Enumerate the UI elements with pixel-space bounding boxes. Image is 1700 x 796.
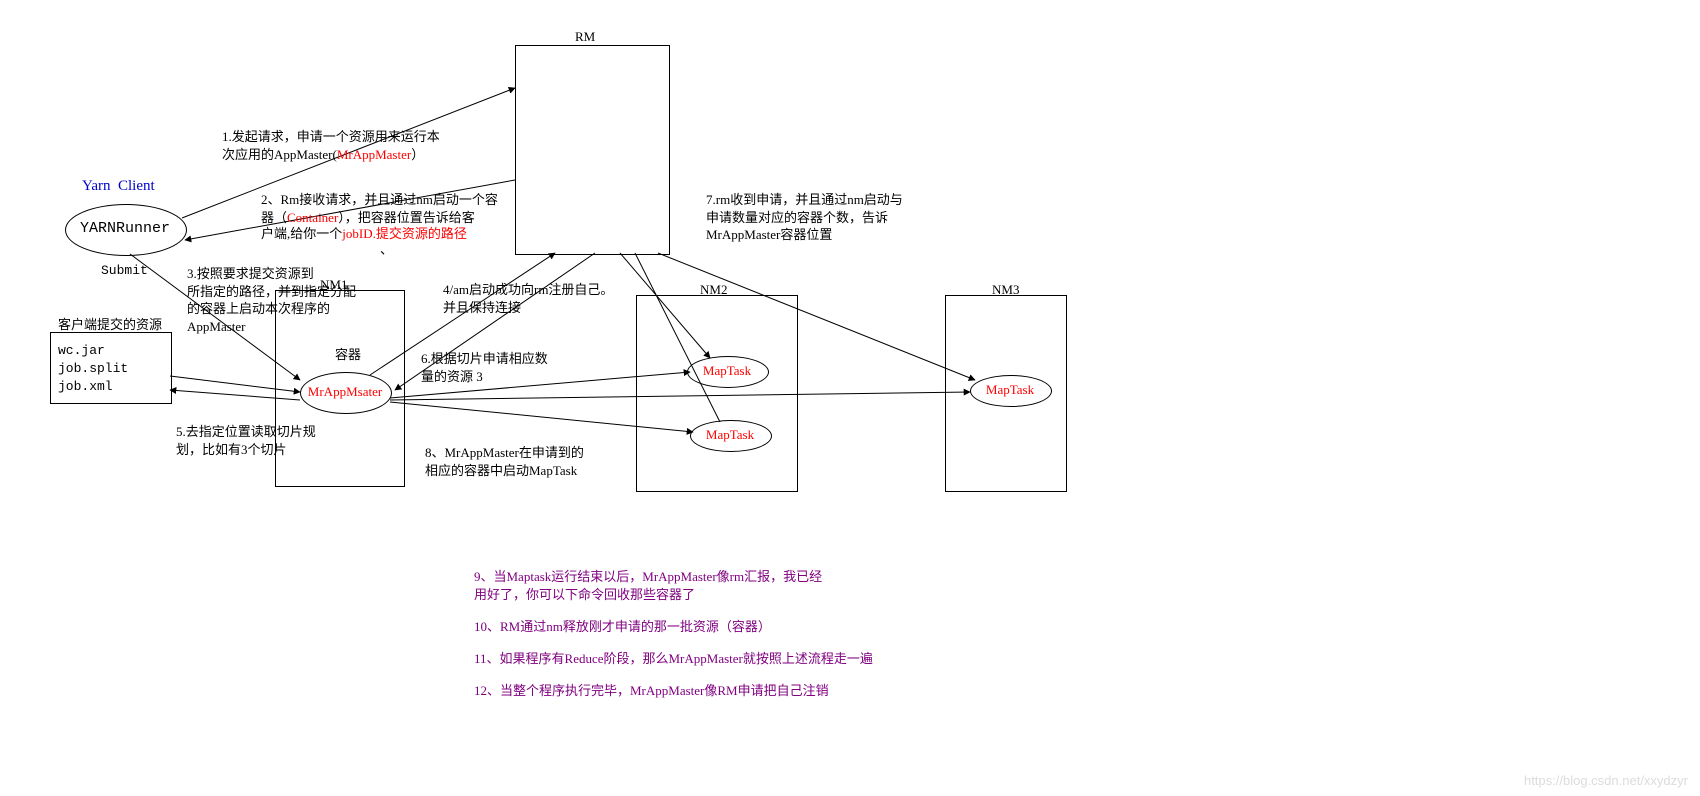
res-line3: job.xml xyxy=(58,378,113,396)
step4: 4/am启动成功向rm注册自己。 并且保持连接 xyxy=(443,281,613,316)
step1-line2: 次应用的AppMaster(MrAppMaster） xyxy=(222,144,424,163)
step11: 11、如果程序有Reduce阶段，那么MrAppMaster就按照上述流程走一遍 xyxy=(474,650,873,668)
rm-label: RM xyxy=(575,28,595,46)
res-line1: wc.jar xyxy=(58,342,105,360)
step7: 7.rm收到申请，并且通过nm启动与 申请数量对应的容器个数，告诉 MrAppM… xyxy=(706,191,903,244)
maptask1-text: MapTask xyxy=(687,363,767,379)
step1-line1: 1.发起请求，申请一个资源用来运行本 xyxy=(222,128,440,146)
yarn-client-label: Yarn Client xyxy=(82,176,155,196)
step9: 9、当Maptask运行结束以后，MrAppMaster像rm汇报，我已经 用好… xyxy=(474,568,822,603)
submit-label: Submit xyxy=(101,262,148,280)
step2-line4: 、 xyxy=(380,239,393,258)
step1-d: ） xyxy=(411,147,424,162)
mrappmaster-text: MrAppMsater xyxy=(300,384,390,400)
step2-e: 户端,给你一个 xyxy=(261,226,342,241)
nm2-box xyxy=(636,295,798,492)
res-line2: job.split xyxy=(58,360,128,378)
step2-f: jobID.提交资源的路径 xyxy=(342,226,467,241)
client-res-title: 客户端提交的资源 xyxy=(58,316,162,334)
container-label: 容器 xyxy=(335,346,361,364)
step8: 8、MrAppMaster在申请到的 相应的容器中启动MapTask xyxy=(425,444,584,479)
step1-b: 次应用的AppMaster( xyxy=(222,147,337,162)
rm-box xyxy=(515,45,670,255)
maptask3-text: MapTask xyxy=(970,382,1050,398)
step2-line3: 户端,给你一个jobID.提交资源的路径 xyxy=(261,223,467,242)
step10: 10、RM通过nm释放刚才申请的那一批资源（容器） xyxy=(474,618,771,636)
step1-c: MrAppMaster xyxy=(337,147,411,162)
step3: 3.按照要求提交资源到 所指定的路径，并到指定分配 的容器上启动本次程序的 Ap… xyxy=(187,265,356,335)
yarnrunner-text: YARNRunner xyxy=(65,220,185,237)
step6: 6.根据切片申请相应数 量的资源 3 xyxy=(421,350,548,385)
maptask2-text: MapTask xyxy=(690,427,770,443)
step12: 12、当整个程序执行完毕，MrAppMaster像RM申请把自己注销 xyxy=(474,682,829,700)
step2-line1: 2、Rm接收请求，并且通过nm启动一个容 xyxy=(261,191,498,209)
diagram-lines xyxy=(0,0,1700,796)
watermark: https://blog.csdn.net/xxydzyr xyxy=(1524,773,1688,788)
step5: 5.去指定位置读取切片规 划，比如有3个切片 xyxy=(176,423,316,458)
